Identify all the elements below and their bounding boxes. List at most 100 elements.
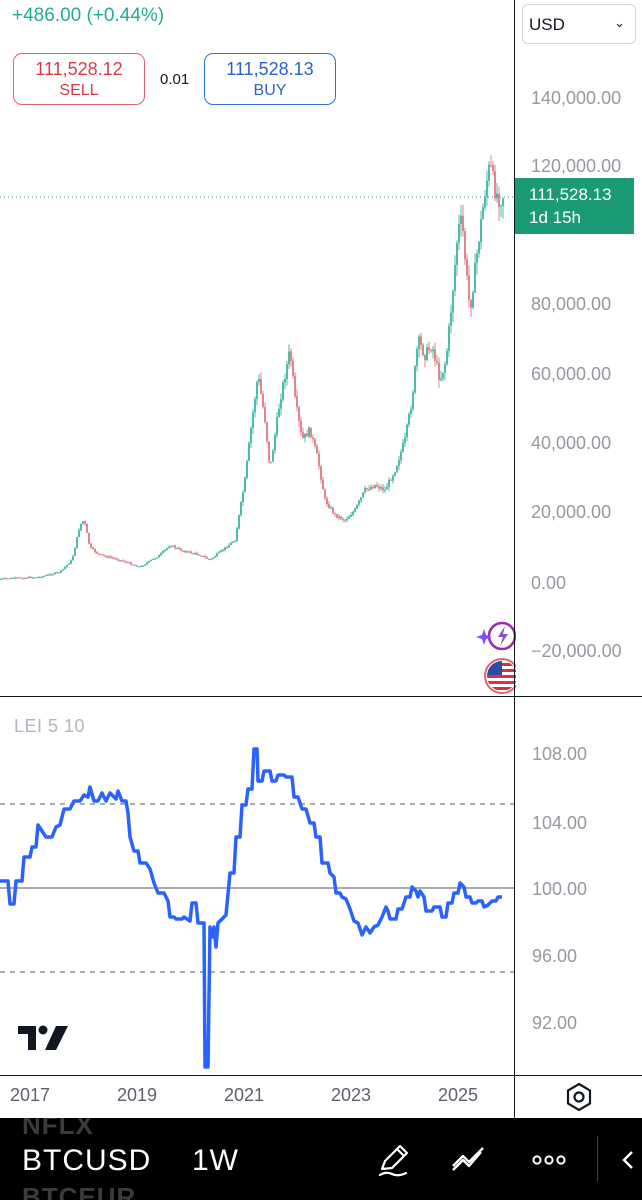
candle-body	[0, 578, 2, 580]
candle-body	[300, 420, 302, 433]
candle-body	[50, 574, 52, 576]
buy-button[interactable]: 111,528.13 BUY	[204, 53, 336, 105]
candle-body	[454, 265, 456, 292]
candle-body	[192, 553, 194, 555]
candle-body	[502, 198, 504, 206]
interval-button[interactable]: 1W	[192, 1144, 239, 1177]
candle-body	[128, 562, 130, 564]
pencil-icon[interactable]	[376, 1142, 412, 1178]
sell-button[interactable]: 111,528.12 SELL	[13, 53, 145, 105]
candle-body	[254, 399, 256, 413]
candle-body	[96, 552, 98, 554]
candle-body	[320, 466, 322, 480]
price-scale-divider[interactable]	[514, 0, 515, 1118]
candle-body	[296, 396, 298, 408]
candle-body	[318, 453, 320, 467]
candle-body	[100, 554, 102, 556]
candle-body	[370, 487, 372, 490]
candle-body	[282, 382, 284, 400]
us-flag-icon[interactable]	[484, 658, 516, 694]
ai-spark-icon[interactable]	[476, 620, 516, 652]
bar-countdown: 1d 15h	[529, 208, 581, 227]
currency-select[interactable]: USD ⌄	[522, 4, 636, 44]
candle-body	[174, 545, 176, 549]
price-axis-label: −20,000.00	[531, 641, 622, 661]
candle-body	[110, 556, 112, 558]
candle-body	[240, 502, 242, 516]
candle-body	[116, 558, 118, 560]
trend-line-icon[interactable]	[451, 1142, 487, 1178]
candle-body	[418, 336, 420, 349]
candle-body	[458, 224, 460, 243]
candle-body	[466, 259, 468, 276]
candle-body	[244, 477, 246, 493]
candle-body	[354, 508, 356, 512]
price-axis-label: 80,000.00	[531, 294, 612, 314]
indicator-chart[interactable]	[0, 697, 514, 1075]
candle-body	[460, 215, 462, 225]
candle-body	[204, 555, 206, 558]
candle-body	[184, 550, 186, 553]
candle-body	[350, 515, 352, 517]
candle-body	[52, 574, 54, 576]
candle-body	[358, 500, 360, 505]
candle-body	[154, 558, 156, 560]
candle-body	[202, 555, 204, 557]
candle-body	[178, 547, 180, 549]
candle-body	[304, 433, 306, 438]
candle-body	[218, 551, 220, 554]
candle-body	[118, 559, 120, 561]
candle-body	[62, 568, 64, 571]
candle-body	[344, 519, 346, 521]
indicator-line	[0, 747, 502, 1069]
candle-body	[180, 548, 182, 551]
candle-body	[260, 379, 262, 394]
candle-body	[270, 461, 272, 463]
candle-body	[432, 349, 434, 352]
symbol-button[interactable]: BTCUSD	[22, 1144, 152, 1177]
candle-body	[420, 336, 422, 345]
next-symbol[interactable]: BTCEUR	[22, 1182, 137, 1200]
prev-symbol[interactable]: NFLX	[22, 1118, 94, 1140]
candle-body	[18, 577, 20, 579]
candle-body	[160, 553, 162, 556]
candle-body	[38, 576, 40, 578]
candle-body	[230, 542, 232, 545]
candle-body	[216, 553, 218, 557]
candle-body	[82, 521, 84, 524]
candle-body	[190, 551, 192, 554]
candle-body	[438, 362, 440, 380]
candle-body	[246, 460, 248, 478]
candle-body	[488, 164, 490, 181]
candle-body	[138, 566, 140, 568]
candle-body	[480, 218, 482, 243]
settings-hex-icon[interactable]	[563, 1081, 595, 1113]
candle-body	[476, 253, 478, 263]
price-chart[interactable]	[0, 0, 514, 696]
candle-body	[142, 565, 144, 567]
price-axis-label: 20,000.00	[531, 502, 612, 522]
candle-body	[248, 443, 250, 461]
indicator-legend[interactable]: LEI 5 10	[14, 716, 86, 736]
candle-body	[490, 164, 492, 166]
more-icon[interactable]	[531, 1142, 567, 1178]
indicator-axis-label: 92.00	[532, 1013, 578, 1033]
candle-body	[312, 437, 314, 440]
indicator-axis-label: 108.00	[532, 744, 588, 764]
candle-body	[290, 351, 292, 361]
candle-body	[106, 556, 108, 558]
pane-divider[interactable]	[0, 696, 642, 697]
candle-body	[338, 516, 340, 518]
candle-body	[56, 572, 58, 574]
candle-body	[448, 325, 450, 351]
candle-body	[166, 547, 168, 550]
chevron-left-icon[interactable]	[614, 1142, 638, 1178]
candle-body	[114, 558, 116, 560]
candle-body	[86, 523, 88, 533]
candle-body	[90, 543, 92, 548]
candle-body	[186, 551, 188, 553]
indicator-axis-label: 104.00	[532, 813, 588, 833]
candle-body	[372, 487, 374, 489]
candle-body	[196, 553, 198, 555]
candle-body	[80, 523, 82, 531]
